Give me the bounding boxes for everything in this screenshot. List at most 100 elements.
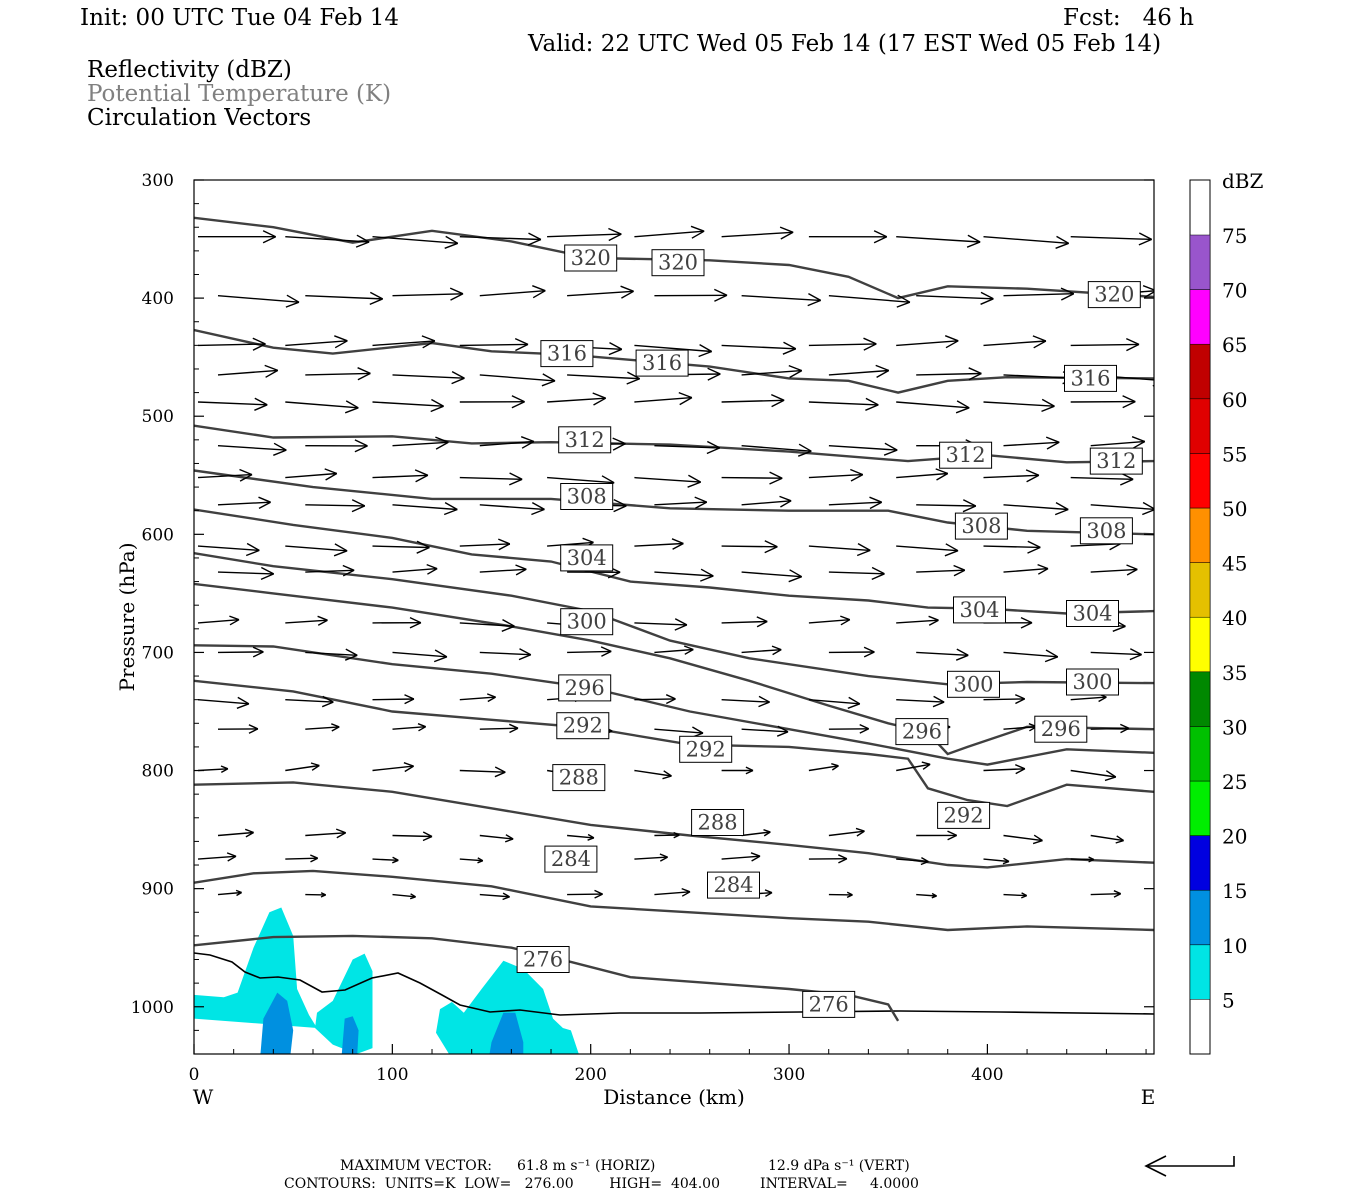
theta-label-308-2: 308 [954, 512, 1008, 540]
svg-text:288: 288 [698, 811, 738, 835]
theta-label-308-1: 308 [560, 483, 614, 510]
colorbar-bin-20 [1189, 780, 1211, 836]
reflectivity-cell-10dbz-6 [489, 1012, 524, 1054]
y-tick-label-300: 300 [142, 171, 174, 191]
circulation-vector-15-7 [721, 766, 754, 775]
circulation-vector-13-7 [721, 695, 770, 708]
circulation-vector-12-7 [741, 645, 782, 656]
theta-label-296-2: 296 [895, 718, 949, 746]
theta-contour-284 [194, 781, 1154, 869]
circulation-vector-18-4 [479, 892, 510, 901]
circulation-vector-12-6 [654, 645, 694, 655]
colorbar-bin-70 [1189, 234, 1211, 290]
theta-label-312-3: 312 [1089, 447, 1143, 475]
circulation-vector-9-9 [896, 543, 959, 557]
y-tick-label-1000: 1000 [131, 998, 174, 1018]
colorbar-label-30: 30 [1222, 715, 1247, 739]
svg-text:316: 316 [642, 351, 682, 375]
circulation-vector-1-2 [285, 234, 370, 248]
circulation-vector-3-1 [197, 337, 266, 351]
theta-contour-292 [194, 644, 1154, 766]
circulation-vector-5-8 [808, 397, 879, 411]
circulation-vector-1-7 [721, 226, 794, 240]
circulation-vector-3-7 [721, 341, 797, 355]
circulation-vector-9-4 [459, 538, 511, 551]
circulation-vector-12-2 [305, 648, 358, 661]
circulation-vector-4-1 [217, 364, 279, 378]
circulation-vector-1-3 [372, 235, 459, 249]
circulation-vector-18-2 [305, 892, 327, 898]
circulation-vector-13-3 [372, 694, 415, 705]
theta-label-296-1: 296 [558, 674, 612, 702]
circulation-vector-14-11 [1090, 723, 1130, 734]
circulation-vector-2-2 [305, 291, 384, 306]
circulation-vector-18-11 [1090, 890, 1122, 898]
theta-label-316-2: 316 [635, 349, 689, 377]
y-axis-title: Pressure (hPa) [115, 543, 139, 692]
plot-frame [193, 179, 1155, 1055]
circulation-vector-6-1 [217, 442, 287, 456]
field-reflectivity: Reflectivity (dBZ) [87, 57, 292, 83]
colorbar-bin-10 [1189, 889, 1211, 946]
y-tick-label-800: 800 [142, 762, 174, 782]
circulation-vector-18-6 [654, 887, 691, 897]
theta-label-276-2: 276 [802, 990, 856, 1018]
circulation-vector-7-7 [721, 471, 783, 485]
theta-label-304-2: 304 [953, 596, 1006, 624]
circulation-vector-12-10 [1003, 649, 1059, 663]
circulation-vector-10-8 [828, 566, 885, 581]
circulation-vector-11-3 [372, 616, 422, 629]
circulation-vector-8-2 [305, 499, 366, 513]
circulation-vector-18-5 [567, 889, 603, 899]
circulation-vector-16-5 [567, 833, 595, 841]
circulation-vector-15-10 [983, 764, 1026, 775]
circulation-vector-3-11 [1070, 337, 1140, 352]
circulation-vector-4-7 [741, 364, 803, 379]
theta-label-316-3: 316 [1064, 364, 1117, 392]
circulation-vector-7-6 [634, 474, 702, 488]
circulation-vector-16-4 [479, 834, 514, 843]
circulation-vector-5-11 [1070, 395, 1136, 409]
svg-text:284: 284 [713, 873, 753, 897]
circulation-vector-8-3 [392, 501, 458, 516]
circulation-vector-3-10 [983, 335, 1047, 349]
circulation-vector-2-7 [741, 292, 822, 307]
circulation-vector-7-11 [1070, 472, 1134, 486]
circulation-vector-10-10 [1003, 563, 1049, 575]
circulation-vector-3-4 [459, 337, 529, 352]
x-axis-west-label: W [193, 1085, 214, 1109]
circulation-vector-8-6 [654, 496, 708, 509]
contour-info: CONTOURS: UNITS=K LOW= 276.00 HIGH= 404.… [284, 1176, 919, 1192]
colorbar-label-60: 60 [1222, 388, 1247, 412]
x-axis-title: Distance (km) [603, 1085, 745, 1109]
circulation-vector-5-10 [983, 398, 1055, 413]
theta-contour-296 [194, 582, 1154, 756]
circulation-vector-10-4 [479, 564, 527, 576]
circulation-vector-17-1 [197, 852, 237, 862]
circulation-vector-15-8 [808, 763, 839, 772]
circulation-vector-12-1 [217, 646, 264, 658]
colorbar-bin-30 [1189, 671, 1211, 727]
circulation-vector-12-9 [916, 648, 969, 661]
circulation-vector-12-5 [567, 646, 612, 657]
circulation-vector-2-3 [392, 287, 464, 301]
circulation-vector-2-1 [217, 294, 300, 308]
circulation-vector-14-2 [305, 723, 340, 732]
svg-text:312: 312 [565, 428, 605, 452]
circulation-vector-13-2 [285, 695, 334, 708]
circulation-vector-13-9 [896, 695, 945, 708]
circulation-vector-11-7 [721, 616, 768, 628]
circulation-vector-3-3 [372, 335, 436, 349]
colorbar-label-15: 15 [1222, 879, 1247, 903]
circulation-vector-7-4 [459, 472, 523, 486]
circulation-vector-6-4 [479, 436, 535, 449]
circulation-vector-2-6 [654, 288, 728, 302]
circulation-vector-13-4 [459, 693, 496, 703]
circulation-vector-1-9 [896, 234, 981, 248]
circulation-vector-8-10 [1003, 501, 1069, 516]
forecast-hour: Fcst: 46 h [1063, 5, 1194, 31]
field-circulation-vectors: Circulation Vectors [87, 105, 312, 131]
svg-text:312: 312 [946, 443, 986, 467]
theta-label-300-3: 300 [1066, 668, 1119, 696]
